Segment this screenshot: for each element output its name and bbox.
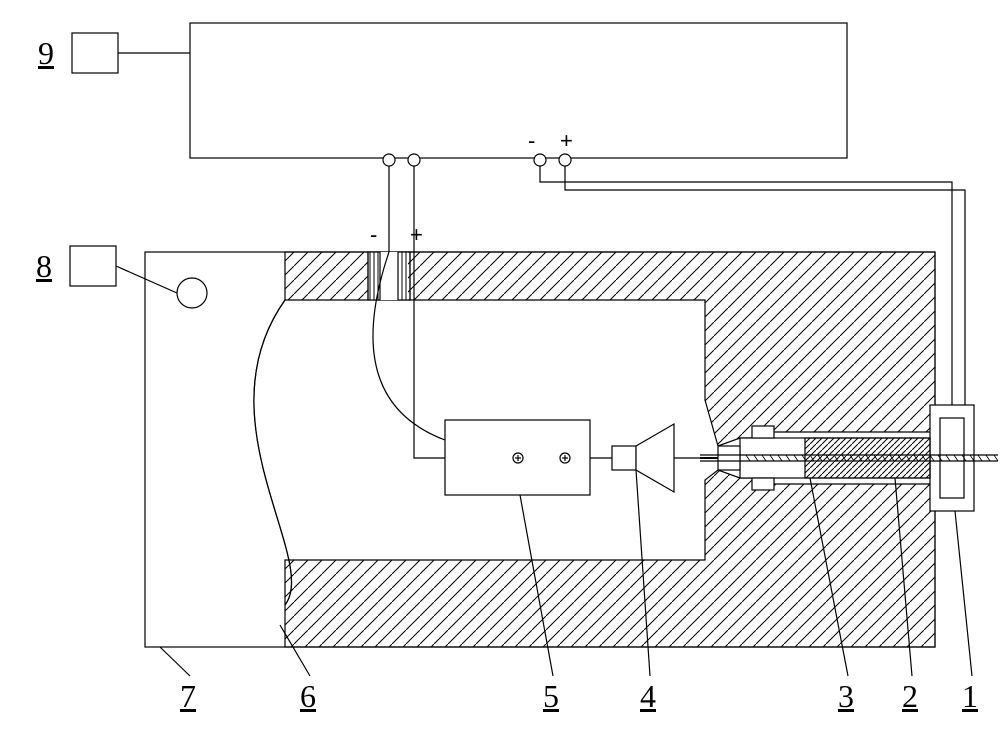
label-5: 5 (543, 678, 559, 715)
label-3: 3 (838, 678, 854, 715)
diagram-svg (0, 0, 1000, 737)
label-4: 4 (640, 678, 656, 715)
label-9: 9 (38, 35, 54, 72)
sign-mid-plus: + (410, 222, 423, 248)
label-8: 8 (36, 248, 52, 285)
sign-top-minus: - (528, 128, 535, 154)
label-6: 6 (300, 678, 316, 715)
label-1: 1 (962, 678, 978, 715)
sign-mid-minus: - (370, 222, 377, 248)
sign-top-plus: + (560, 128, 573, 154)
diagram-container: 9 8 7 6 5 4 3 2 1 - + - + (0, 0, 1000, 737)
label-7: 7 (180, 678, 196, 715)
label-2: 2 (902, 678, 918, 715)
